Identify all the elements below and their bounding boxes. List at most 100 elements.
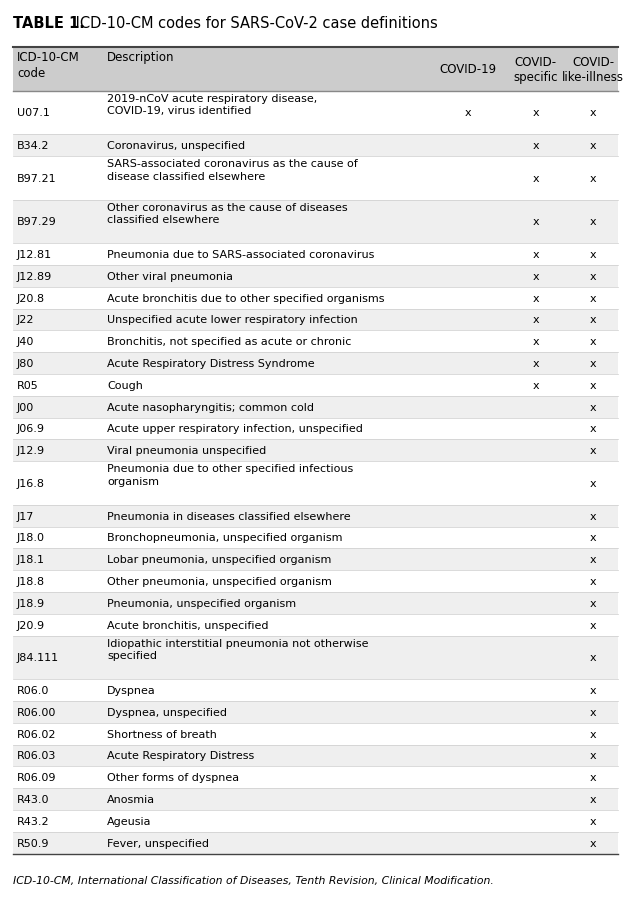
Text: x: x: [532, 141, 539, 151]
Text: x: x: [590, 250, 596, 260]
Text: x: x: [532, 359, 539, 369]
Text: TABLE 1.: TABLE 1.: [13, 16, 85, 31]
Text: J80: J80: [17, 359, 34, 369]
Text: Unspecified acute lower respiratory infection: Unspecified acute lower respiratory infe…: [107, 315, 358, 325]
Text: x: x: [532, 381, 539, 391]
Text: x: x: [590, 445, 596, 456]
Text: Acute Respiratory Distress: Acute Respiratory Distress: [107, 751, 254, 761]
Text: x: x: [590, 773, 596, 783]
Text: x: x: [590, 403, 596, 413]
Text: J06.9: J06.9: [17, 424, 45, 434]
Text: Lobar pneumonia, unspecified organism: Lobar pneumonia, unspecified organism: [107, 555, 331, 565]
Text: COVID-
specific: COVID- specific: [513, 56, 558, 84]
Text: ICD-10-CM, International Classification of Diseases, Tenth Revision, Clinical Mo: ICD-10-CM, International Classification …: [13, 875, 494, 885]
Text: J40: J40: [17, 337, 34, 347]
Text: x: x: [590, 751, 596, 761]
Text: R06.03: R06.03: [17, 751, 56, 761]
Text: x: x: [590, 599, 596, 609]
Text: Anosmia: Anosmia: [107, 794, 155, 804]
Text: R05: R05: [17, 381, 38, 391]
Bar: [13, 440, 618, 462]
Text: Pneumonia in diseases classified elsewhere: Pneumonia in diseases classified elsewhe…: [107, 511, 351, 521]
Text: x: x: [590, 174, 596, 184]
Text: Bronchopneumonia, unspecified organism: Bronchopneumonia, unspecified organism: [107, 533, 343, 543]
Bar: [13, 832, 618, 854]
Text: J20.8: J20.8: [17, 293, 45, 303]
Text: Viral pneumonia unspecified: Viral pneumonia unspecified: [107, 445, 266, 456]
Text: R06.00: R06.00: [17, 707, 56, 717]
Text: J22: J22: [17, 315, 35, 325]
Text: x: x: [590, 271, 596, 281]
Text: Acute nasopharyngitis; common cold: Acute nasopharyngitis; common cold: [107, 403, 314, 413]
Bar: [13, 788, 618, 810]
Text: J18.0: J18.0: [17, 533, 45, 543]
Text: J00: J00: [17, 403, 34, 413]
Text: B34.2: B34.2: [17, 141, 49, 151]
Text: Acute Respiratory Distress Syndrome: Acute Respiratory Distress Syndrome: [107, 359, 315, 369]
Text: R43.0: R43.0: [17, 794, 49, 804]
Text: x: x: [590, 577, 596, 587]
Text: Ageusia: Ageusia: [107, 816, 151, 826]
Text: x: x: [590, 707, 596, 717]
Bar: [13, 48, 618, 91]
Text: Other viral pneumonia: Other viral pneumonia: [107, 271, 233, 281]
Text: Pneumonia, unspecified organism: Pneumonia, unspecified organism: [107, 599, 296, 609]
Bar: [13, 200, 618, 244]
Text: Idiopathic interstitial pneumonia not otherwise
specified: Idiopathic interstitial pneumonia not ot…: [107, 638, 369, 660]
Text: Shortness of breath: Shortness of breath: [107, 729, 217, 739]
Text: J16.8: J16.8: [17, 478, 45, 488]
Text: x: x: [590, 217, 596, 227]
Text: J12.89: J12.89: [17, 271, 52, 281]
Text: R06.02: R06.02: [17, 729, 57, 739]
Text: R50.9: R50.9: [17, 838, 49, 848]
Text: x: x: [590, 729, 596, 739]
Text: Bronchitis, not specified as acute or chronic: Bronchitis, not specified as acute or ch…: [107, 337, 351, 347]
Text: x: x: [590, 359, 596, 369]
Text: J12.81: J12.81: [17, 250, 52, 260]
Text: Other coronavirus as the cause of diseases
classified elsewhere: Other coronavirus as the cause of diseas…: [107, 202, 348, 225]
Bar: [13, 636, 618, 680]
Text: J84.111: J84.111: [17, 652, 59, 662]
Text: x: x: [590, 838, 596, 848]
Text: x: x: [590, 620, 596, 630]
Text: J12.9: J12.9: [17, 445, 45, 456]
Text: x: x: [590, 141, 596, 151]
Text: x: x: [590, 555, 596, 565]
Text: Acute upper respiratory infection, unspecified: Acute upper respiratory infection, unspe…: [107, 424, 363, 434]
Text: Fever, unspecified: Fever, unspecified: [107, 838, 209, 848]
Text: x: x: [590, 794, 596, 804]
Text: x: x: [532, 337, 539, 347]
Text: COVID-
like-illness: COVID- like-illness: [562, 56, 624, 84]
Bar: [13, 396, 618, 418]
Text: x: x: [590, 108, 596, 118]
Text: x: x: [532, 315, 539, 325]
Text: J18.8: J18.8: [17, 577, 45, 587]
Text: J18.9: J18.9: [17, 599, 45, 609]
Text: x: x: [590, 816, 596, 826]
Text: x: x: [590, 315, 596, 325]
Bar: [13, 506, 618, 527]
Text: R06.0: R06.0: [17, 685, 49, 695]
Text: B97.29: B97.29: [17, 217, 57, 227]
Text: x: x: [590, 337, 596, 347]
Text: Dyspnea, unspecified: Dyspnea, unspecified: [107, 707, 227, 717]
Text: Description: Description: [107, 51, 175, 64]
Bar: [13, 701, 618, 723]
Text: R43.2: R43.2: [17, 816, 50, 826]
Text: x: x: [532, 250, 539, 260]
Text: ICD-10-CM codes for SARS-CoV-2 case definitions: ICD-10-CM codes for SARS-CoV-2 case defi…: [71, 16, 438, 31]
Bar: [13, 266, 618, 288]
Text: x: x: [590, 381, 596, 391]
Text: x: x: [464, 108, 471, 118]
Text: Pneumonia due to other specified infectious
organism: Pneumonia due to other specified infecti…: [107, 464, 353, 486]
Text: Acute bronchitis, unspecified: Acute bronchitis, unspecified: [107, 620, 269, 630]
Text: Coronavirus, unspecified: Coronavirus, unspecified: [107, 141, 245, 151]
Text: Other forms of dyspnea: Other forms of dyspnea: [107, 773, 239, 783]
Bar: [13, 548, 618, 570]
Bar: [13, 135, 618, 157]
Text: U07.1: U07.1: [17, 108, 50, 118]
Text: Dyspnea: Dyspnea: [107, 685, 156, 695]
Text: x: x: [590, 652, 596, 662]
Text: J17: J17: [17, 511, 34, 521]
Text: x: x: [532, 293, 539, 303]
